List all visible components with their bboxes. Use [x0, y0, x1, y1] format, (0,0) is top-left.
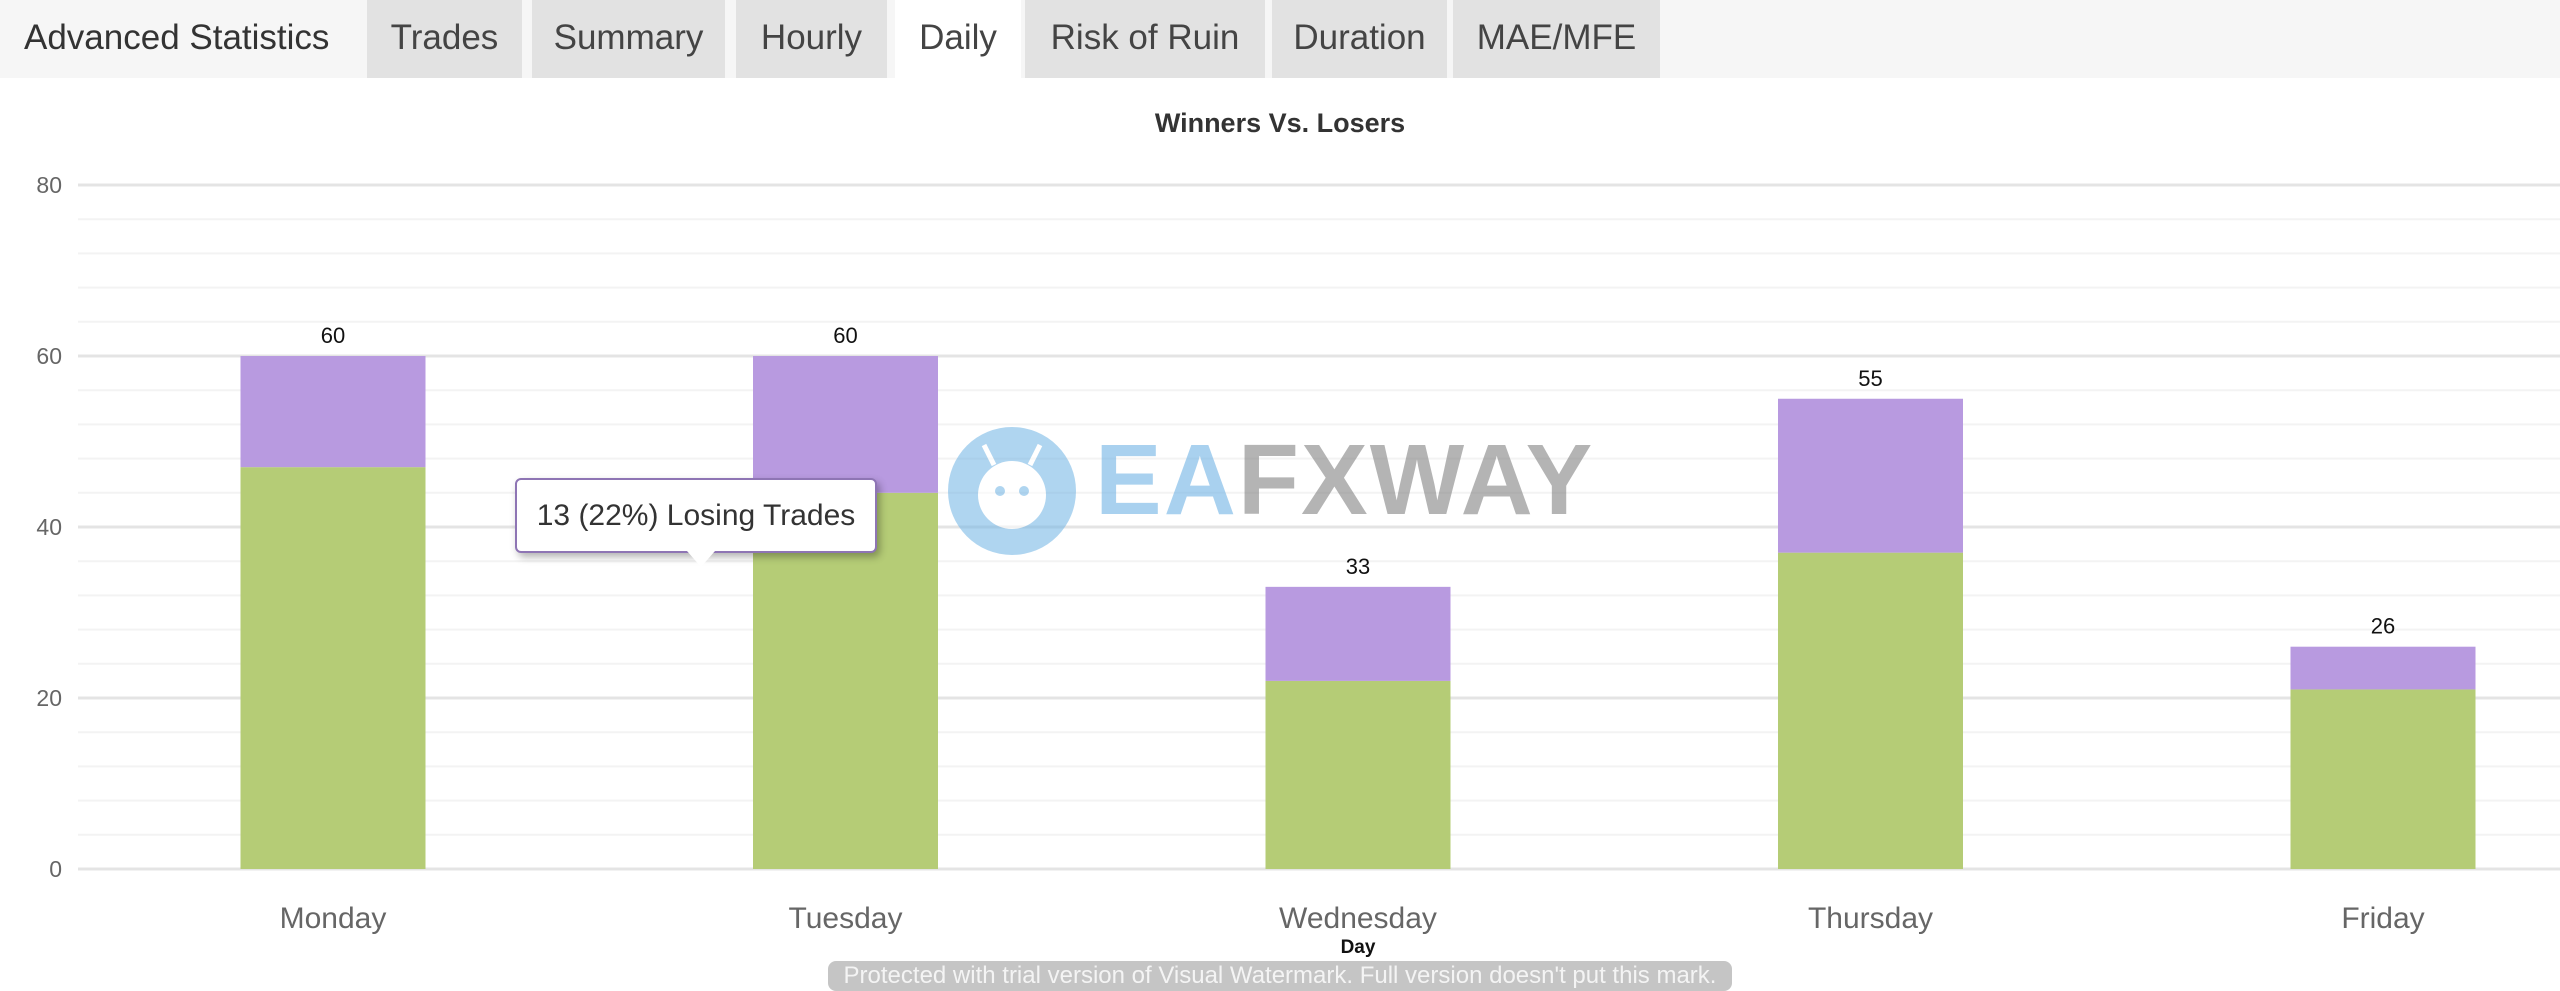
bar-losers-tuesday	[753, 356, 938, 493]
data-label-total: 60	[321, 323, 345, 348]
bar-winners-monday	[240, 467, 426, 869]
watermark-robot-logo-icon	[948, 427, 1076, 555]
bar-winners-thursday	[1778, 552, 1963, 869]
y-tick-label: 40	[36, 514, 62, 540]
x-tick-label: Thursday	[1808, 902, 1933, 935]
data-label-total: 26	[2371, 614, 2395, 639]
tab-summary[interactable]: Summary	[532, 0, 725, 78]
bar-winners-wednesday	[1265, 680, 1451, 869]
logo-text-ea: EA	[1095, 424, 1238, 536]
data-label-total: 33	[1346, 554, 1370, 579]
bar-winners-tuesday	[753, 492, 938, 869]
logo-text-fxway: FXWAY	[1237, 424, 1595, 536]
watermark-logo-text: EAFXWAY	[1095, 430, 1594, 530]
y-tick-label: 20	[36, 685, 62, 711]
x-tick-label: Wednesday	[1279, 902, 1437, 935]
tab-hourly[interactable]: Hourly	[736, 0, 887, 78]
app-title: Advanced Statistics	[24, 18, 330, 57]
tab-daily[interactable]: Daily	[895, 0, 1021, 78]
x-tick-label: Tuesday	[789, 902, 903, 935]
y-tick-label: 60	[36, 343, 62, 369]
tab-bar: Advanced Statistics Trades Summary Hourl…	[0, 0, 2560, 78]
chart-tooltip: 13 (22%) Losing Trades	[515, 478, 877, 567]
data-label-total: 60	[833, 323, 857, 348]
bar-losers-thursday	[1778, 398, 1963, 553]
chart-title: Winners Vs. Losers	[1154, 108, 1406, 138]
bar-losers-monday	[240, 356, 426, 468]
tab-trades[interactable]: Trades	[367, 0, 522, 78]
x-axis-label: Day	[1341, 937, 1376, 958]
bar-losers-wednesday	[1265, 586, 1451, 681]
bar-winners-friday	[2290, 689, 2476, 869]
tab-risk-of-ruin[interactable]: Risk of Ruin	[1025, 0, 1265, 78]
trial-watermark: Protected with trial version of Visual W…	[828, 961, 1732, 991]
x-tick-label: Monday	[280, 902, 387, 935]
tab-mae-mfe[interactable]: MAE/MFE	[1453, 0, 1660, 78]
data-label-total: 55	[1858, 366, 1882, 391]
x-tick-label: Friday	[2341, 902, 2424, 935]
y-tick-label: 0	[49, 856, 62, 882]
tab-duration[interactable]: Duration	[1272, 0, 1447, 78]
bar-losers-friday	[2290, 646, 2476, 690]
y-tick-label: 80	[36, 172, 62, 198]
